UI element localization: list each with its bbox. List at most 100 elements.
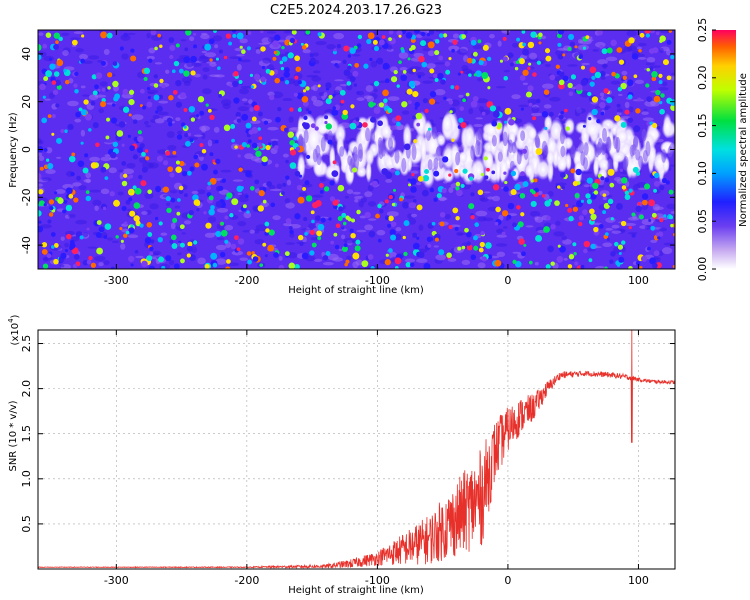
heatmap-speckle: [201, 148, 207, 154]
heatmap-speckle: [105, 135, 110, 140]
heatmap-speckle: [128, 197, 133, 202]
heatmap-speckle: [668, 30, 673, 33]
heatmap-speckle: [193, 32, 197, 36]
heatmap-speckle: [251, 142, 258, 149]
heatmap-speckle: [491, 170, 496, 175]
heatmap-speckle: [242, 204, 247, 209]
heatmap-speckle: [206, 185, 211, 191]
heatmap-speckle: [369, 57, 373, 62]
heatmap-speckle: [267, 244, 274, 252]
heatmap-texture: [658, 87, 669, 91]
heatmap-speckle: [235, 111, 241, 118]
heatmap-speckle: [269, 94, 275, 101]
heatmap-speckle: [279, 60, 284, 65]
heatmap-speckle: [101, 87, 106, 92]
heatmap-speckle: [441, 188, 447, 194]
heatmap-speckle: [635, 108, 641, 114]
heatmap-speckle: [159, 78, 164, 84]
heatmap-speckle: [281, 56, 288, 62]
heatmap-band-texture: [667, 146, 673, 158]
heatmap-speckle: [478, 247, 484, 253]
heatmap-speckle: [648, 218, 652, 223]
heatmap-speckle: [653, 172, 660, 179]
heatmap-speckle: [205, 103, 209, 107]
heatmap-band: [546, 149, 555, 167]
heatmap-speckle: [47, 114, 52, 119]
heatmap-speckle: [492, 110, 500, 118]
heatmap-band-texture: [560, 145, 566, 158]
heatmap-band-texture: [491, 135, 497, 147]
heatmap-speckle: [403, 251, 408, 257]
heatmap-speckle: [220, 229, 228, 237]
heatmap-texture: [64, 242, 69, 248]
heatmap-texture: [197, 189, 206, 195]
heatmap-speckle: [411, 172, 415, 177]
heatmap-speckle: [432, 73, 438, 79]
heatmap-texture: [555, 220, 561, 226]
heatmap-speckle: [71, 247, 79, 255]
heatmap-texture: [456, 231, 464, 237]
heatmap-speckle: [318, 182, 324, 188]
heatmap-texture: [283, 153, 289, 158]
heatmap-texture: [106, 237, 114, 241]
heatmap-texture: [624, 223, 637, 227]
heatmap-texture: [529, 52, 538, 60]
heatmap-speckle: [80, 58, 86, 64]
heatmap-speckle: [92, 90, 98, 96]
heatmap-texture: [183, 220, 192, 225]
heatmap-speckle: [375, 213, 380, 219]
heatmap-band: [484, 150, 494, 172]
heatmap-texture: [214, 74, 225, 78]
heatmap-speckle: [624, 190, 630, 195]
heatmap-speckle: [659, 108, 665, 115]
heatmap-speckle: [47, 163, 54, 170]
heatmap-speckle: [236, 247, 241, 252]
heatmap-texture: [537, 190, 543, 196]
heatmap-speckle: [124, 221, 128, 225]
heatmap-speckle: [591, 108, 598, 116]
heatmap-speckle: [618, 256, 625, 263]
heatmap-texture: [495, 86, 507, 89]
heatmap-speckle: [299, 241, 304, 247]
heatmap-band-texture: [369, 128, 375, 144]
heatmap-texture: [582, 171, 593, 174]
heatmap-texture: [166, 202, 171, 207]
heatmap-speckle: [52, 89, 59, 96]
heatmap-speckle: [54, 191, 58, 195]
heatmap-speckle: [63, 68, 67, 73]
heatmap-speckle: [45, 70, 53, 78]
heatmap-speckle: [304, 180, 310, 186]
heatmap-texture: [461, 65, 469, 71]
heatmap-speckle: [91, 74, 97, 80]
heatmap-speckle: [559, 245, 566, 253]
heatmap-ytick-label: -40: [20, 236, 33, 254]
heatmap-texture: [283, 30, 295, 34]
heatmap-texture: [158, 100, 169, 104]
heatmap-speckle: [96, 220, 102, 225]
colorbar-gradient: [712, 30, 736, 269]
heatmap-speckle: [651, 71, 658, 78]
heatmap-speckle: [617, 86, 623, 92]
heatmap-speckle: [146, 101, 153, 108]
heatmap-speckle: [90, 262, 97, 268]
heatmap-speckle: [232, 80, 239, 88]
heatmap-speckle: [285, 175, 290, 180]
heatmap-speckle: [658, 100, 663, 105]
heatmap-texture: [646, 56, 656, 63]
heatmap-speckle: [653, 188, 658, 193]
heatmap-speckle: [193, 44, 197, 49]
heatmap-texture: [315, 40, 327, 46]
heatmap-speckle: [548, 111, 554, 117]
heatmap-speckle: [220, 221, 225, 226]
heatmap-speckle: [112, 61, 118, 66]
heatmap-speckle: [465, 92, 470, 97]
heatmap-speckle: [109, 151, 117, 159]
heatmap-speckle: [236, 185, 243, 193]
heatmap-speckle: [408, 80, 416, 88]
heatmap-speckle: [98, 226, 105, 233]
heatmap-speckle: [246, 210, 250, 214]
heatmap-speckle: [100, 31, 108, 39]
heatmap-speckle: [522, 42, 527, 47]
heatmap-texture: [254, 238, 265, 245]
